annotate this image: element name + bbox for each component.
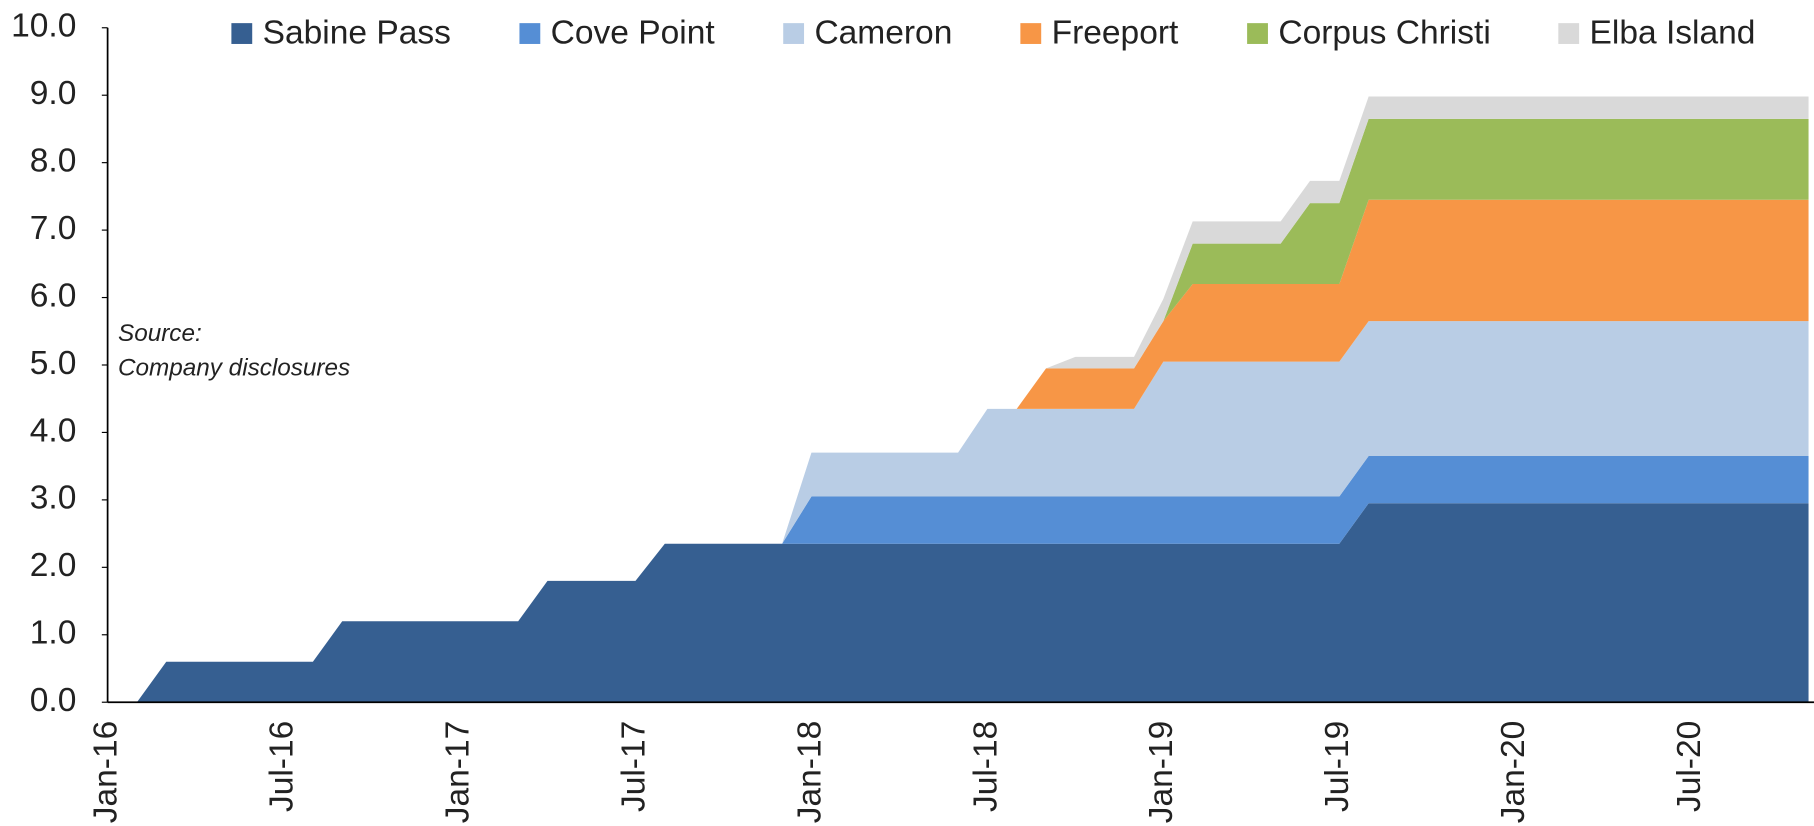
y-tick-label: 8.0 [30, 143, 77, 180]
legend-swatch [231, 23, 253, 44]
y-tick-label: 3.0 [30, 480, 77, 517]
plot-area [107, 96, 1809, 703]
x-tick-label: Jul-19 [1319, 721, 1356, 812]
source-note: Source: [118, 320, 202, 347]
x-tick-label: Jan-18 [791, 721, 828, 824]
x-tick-label: Jan-16 [87, 721, 124, 824]
legend-label: Corpus Christi [1278, 15, 1490, 52]
x-tick-label: Jan-19 [1143, 721, 1180, 824]
area [107, 456, 1809, 703]
legend-swatch [519, 23, 541, 44]
legend-swatch [1558, 23, 1580, 44]
y-tick-label: 4.0 [30, 412, 77, 449]
y-tick-label: 9.0 [30, 75, 77, 112]
legend-label: Freeport [1052, 15, 1179, 52]
legend-swatch [783, 23, 805, 44]
legend-swatch [1247, 23, 1268, 44]
legend-label: Elba Island [1590, 15, 1756, 52]
legend-label: Sabine Pass [263, 15, 451, 52]
x-tick-label: Jul-20 [1671, 721, 1708, 812]
y-tick-label: 5.0 [30, 345, 77, 382]
y-tick-label: 2.0 [30, 547, 77, 584]
area [107, 118, 1809, 703]
area [107, 199, 1809, 703]
y-tick-label: 1.0 [30, 615, 77, 652]
x-tick-label: Jan-20 [1495, 721, 1532, 824]
x-tick-label: Jul-17 [615, 721, 652, 812]
y-tick-label: 0.0 [30, 682, 77, 719]
source-note: Company disclosures [118, 354, 350, 381]
area [107, 503, 1809, 703]
x-tick-label: Jul-16 [263, 721, 300, 812]
x-tick-label: Jul-18 [967, 721, 1004, 812]
legend-label: Cameron [814, 15, 952, 52]
legend-swatch [1020, 23, 1042, 44]
y-tick-label: 7.0 [30, 210, 77, 247]
y-tick-label: 10.0 [11, 8, 76, 45]
x-tick-label: Jan-17 [439, 721, 476, 824]
y-tick-label: 6.0 [30, 277, 77, 314]
legend-label: Cove Point [551, 15, 716, 52]
area [107, 321, 1809, 703]
